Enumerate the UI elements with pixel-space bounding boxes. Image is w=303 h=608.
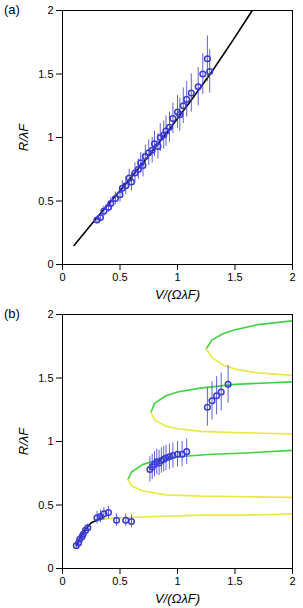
svg-text:2: 2 bbox=[289, 575, 295, 587]
svg-text:0: 0 bbox=[47, 258, 53, 270]
svg-text:1.5: 1.5 bbox=[227, 575, 242, 587]
svg-text:1: 1 bbox=[47, 435, 53, 447]
svg-text:1.5: 1.5 bbox=[38, 68, 53, 80]
svg-text:1.5: 1.5 bbox=[38, 372, 53, 384]
svg-text:0: 0 bbox=[47, 562, 53, 574]
svg-text:2: 2 bbox=[47, 4, 53, 16]
svg-text:0.5: 0.5 bbox=[112, 271, 127, 283]
svg-text:R/λF: R/λF bbox=[16, 427, 31, 455]
svg-text:0: 0 bbox=[59, 271, 65, 283]
svg-text:V/(ΩλF): V/(ΩλF) bbox=[155, 287, 200, 302]
svg-text:0.5: 0.5 bbox=[38, 499, 53, 511]
html-text:(b): (b) bbox=[4, 306, 20, 321]
svg-text:1: 1 bbox=[174, 575, 180, 587]
svg-text:1: 1 bbox=[47, 131, 53, 143]
svg-text:0.5: 0.5 bbox=[38, 195, 53, 207]
svg-text:2: 2 bbox=[47, 308, 53, 320]
svg-text:1.5: 1.5 bbox=[227, 271, 242, 283]
svg-text:0: 0 bbox=[59, 575, 65, 587]
svg-text:V/(ΩλF): V/(ΩλF) bbox=[155, 591, 200, 606]
svg-text:1: 1 bbox=[174, 271, 180, 283]
svg-text:R/λF: R/λF bbox=[16, 123, 31, 151]
html-text:(a): (a) bbox=[4, 2, 20, 17]
svg-text:0.5: 0.5 bbox=[112, 575, 127, 587]
svg-text:2: 2 bbox=[289, 271, 295, 283]
